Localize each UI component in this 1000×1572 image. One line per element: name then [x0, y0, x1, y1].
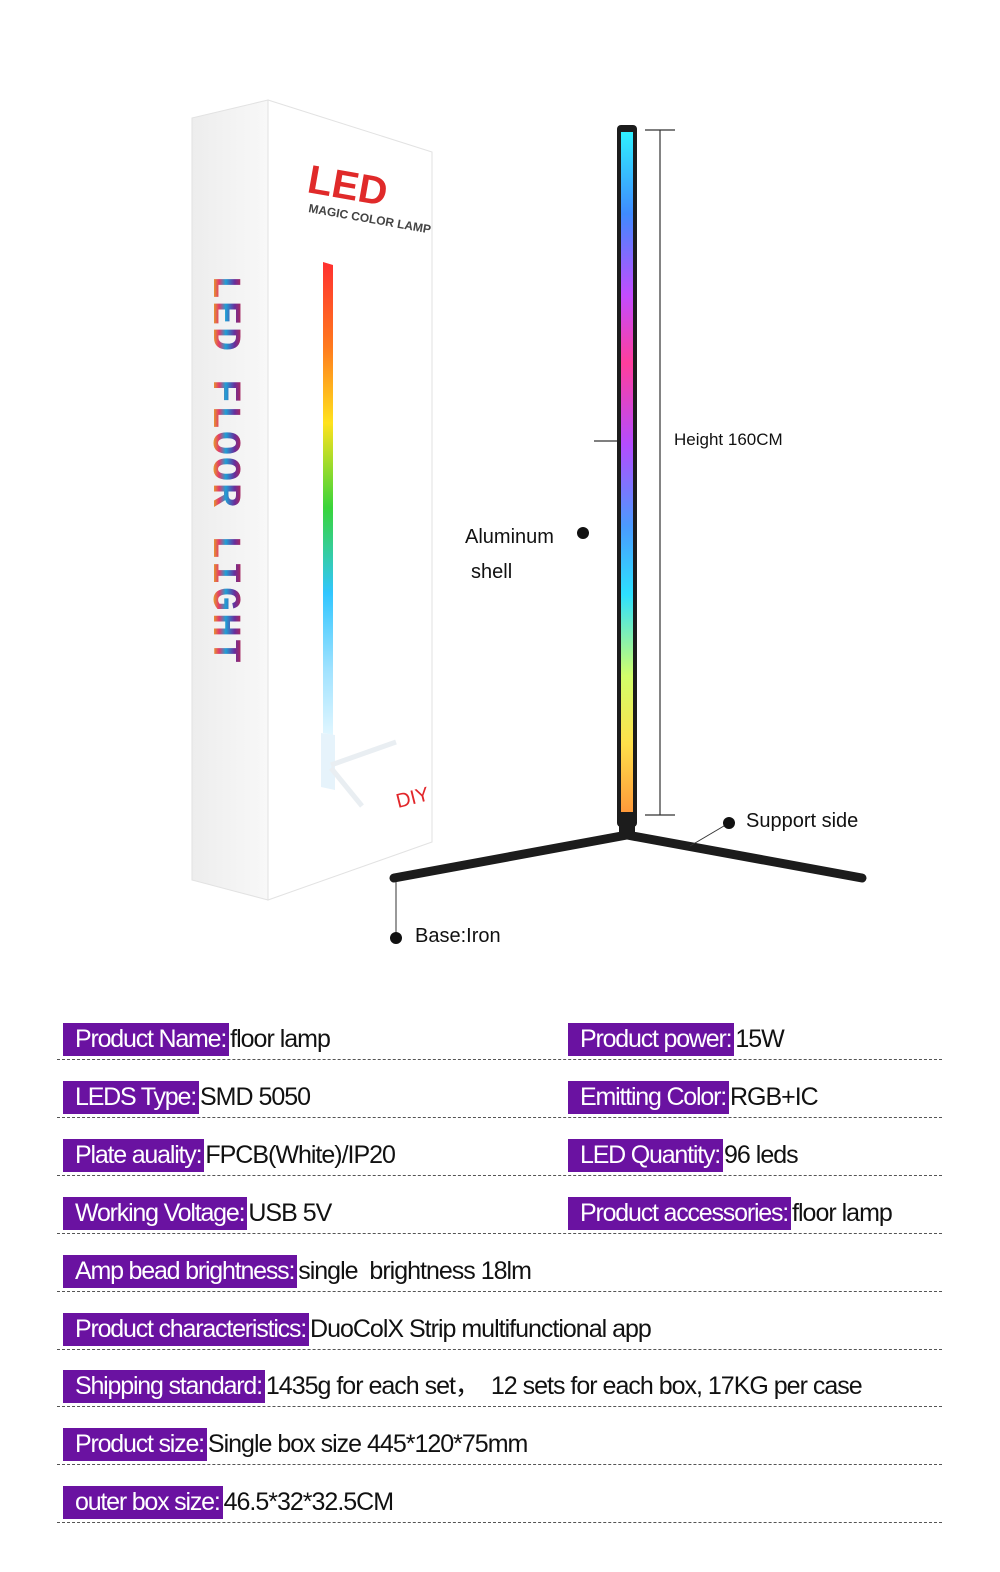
spec-label: Product characteristics: [63, 1313, 310, 1346]
spec-row: outer box size: 46.5*32*32.5CM [57, 1486, 942, 1523]
spec-item-working-voltage: Working Voltage: USB 5V [63, 1197, 332, 1230]
spec-value: FPCB(White)/IP20 [205, 1141, 396, 1169]
spec-value: 96 leds [724, 1141, 799, 1169]
spec-label: Plate auality: [63, 1139, 205, 1172]
spec-item-product-power: Product power: 15W [568, 1023, 785, 1056]
spec-label: outer box size: [63, 1486, 223, 1519]
base-marker-dot [390, 932, 402, 944]
spec-row: Product characteristics: DuoColX Strip m… [57, 1313, 942, 1350]
spec-item-product-accessories: Product accessories: floor lamp [568, 1197, 893, 1230]
spec-label: Product size: [63, 1428, 207, 1461]
spec-label: Product power: [568, 1023, 735, 1056]
spec-label: Working Voltage: [63, 1197, 248, 1230]
shell-annotation-line1: Aluminum [465, 526, 554, 548]
spec-label: Product Name: [63, 1023, 230, 1056]
spec-item-outer-box-size: outer box size: 46.5*32*32.5CM [63, 1486, 394, 1519]
spec-row: Working Voltage: USB 5V Product accessor… [57, 1197, 942, 1234]
spec-row: Product Name: floor lamp Product power: … [57, 1023, 942, 1060]
height-dimension-line [594, 129, 675, 816]
spec-label: Product accessories: [568, 1197, 792, 1230]
spec-label: LEDS Type: [63, 1081, 199, 1114]
support-annotation: Support side [746, 810, 859, 832]
spec-value: 1435g for each set， 12 sets for each box… [265, 1372, 863, 1400]
spec-item-leds-type: LEDS Type: SMD 5050 [63, 1081, 311, 1114]
spec-item-bead-brightness: Amp bead brightness: single brightness 1… [63, 1255, 532, 1288]
shell-marker-dot [577, 527, 589, 539]
spec-item-plate-quality: Plate auality: FPCB(White)/IP20 [63, 1139, 396, 1172]
spec-value: floor lamp [230, 1025, 331, 1053]
retail-box [191, 99, 433, 901]
spec-item-product-characteristics: Product characteristics: DuoColX Strip m… [63, 1313, 652, 1346]
spec-item-shipping-standard: Shipping standard: 1435g for each set， 1… [63, 1370, 863, 1403]
spec-value: Single box size 445*120*75mm [207, 1430, 528, 1458]
shell-annotation-line2: shell [471, 561, 513, 583]
spec-row: Plate auality: FPCB(White)/IP20 LED Quan… [57, 1139, 942, 1176]
spec-item-emitting-color: Emitting Color: RGB+IC [568, 1081, 819, 1114]
spec-value: single brightness 18lm [298, 1257, 532, 1285]
spec-label: LED Quantity: [568, 1139, 724, 1172]
spec-row: Shipping standard: 1435g for each set， 1… [57, 1370, 942, 1407]
floor-lamp [389, 125, 867, 883]
box-vertical-title: LED FLOOR LIGHT [201, 275, 246, 665]
spec-row: Product size: Single box size 445*120*75… [57, 1428, 942, 1465]
support-leader-line [689, 822, 730, 847]
spec-item-product-size: Product size: Single box size 445*120*75… [63, 1428, 528, 1461]
spec-item-product-name: Product Name: floor lamp [63, 1023, 331, 1056]
spec-label: Shipping standard: [63, 1370, 265, 1403]
spec-item-led-quantity: LED Quantity: 96 leds [568, 1139, 799, 1172]
spec-row: Amp bead brightness: single brightness 1… [57, 1255, 942, 1292]
spec-value: 46.5*32*32.5CM [223, 1488, 394, 1516]
spec-label: Amp bead brightness: [63, 1255, 298, 1288]
product-illustration: LED MAGIC COLOR LAMP LED FLOOR LIGHT DIY [191, 99, 867, 944]
spec-label: Emitting Color: [568, 1081, 729, 1114]
spec-value: USB 5V [248, 1199, 332, 1227]
spec-value: RGB+IC [729, 1083, 819, 1111]
shell-annotation: Aluminum shell [465, 520, 554, 590]
spec-value: floor lamp [792, 1199, 893, 1227]
base-annotation: Base:Iron [415, 925, 501, 947]
height-annotation: Height 160CM [674, 430, 783, 449]
spec-value: SMD 5050 [199, 1083, 311, 1111]
spec-row: LEDS Type: SMD 5050 Emitting Color: RGB+… [57, 1081, 942, 1118]
support-marker-dot [723, 817, 735, 829]
spec-value: 15W [735, 1025, 784, 1053]
spec-value: DuoColX Strip multifunctional app [310, 1315, 652, 1343]
